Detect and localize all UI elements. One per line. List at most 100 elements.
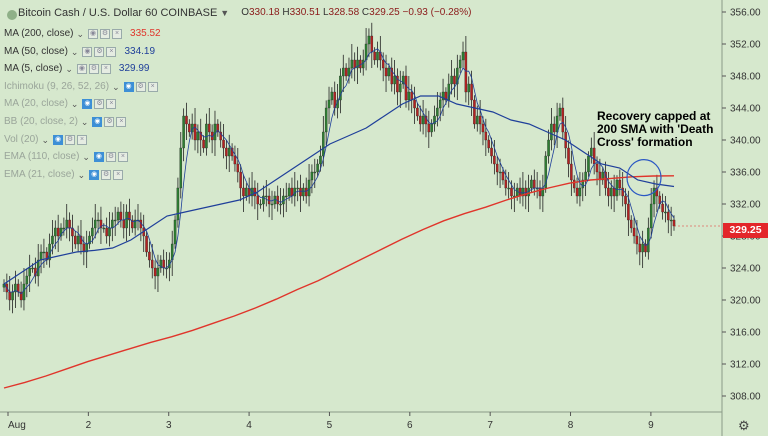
settings-icon[interactable]: ⚙ (88, 64, 99, 75)
indicator-row[interactable]: MA (200, close) ⌄ ◉ ⚙ × 335.52 (4, 27, 161, 41)
remove-icon[interactable]: × (113, 169, 124, 180)
visibility-icon[interactable]: ◉ (93, 152, 104, 163)
chevron-down-icon[interactable]: ⌄ (70, 99, 79, 110)
visibility-icon[interactable]: ◉ (53, 134, 64, 145)
indicator-row[interactable]: EMA (21, close) ⌄ ◉ ⚙ × (4, 168, 125, 182)
candle-body (401, 75, 405, 85)
candle-body (93, 219, 97, 229)
candle-body (265, 195, 268, 198)
close-value: 329.25 (369, 7, 400, 18)
chevron-down-icon[interactable]: ⌄ (65, 64, 73, 75)
candle-body (88, 235, 91, 245)
remove-icon[interactable]: × (100, 64, 111, 75)
remove-icon[interactable]: × (117, 152, 128, 163)
candle-body (672, 219, 676, 227)
candle-body (287, 187, 291, 197)
candle-body (151, 259, 154, 269)
settings-icon[interactable]: ⚙ (65, 134, 76, 145)
price-axis-panel (722, 0, 768, 436)
ma50-line (3, 95, 675, 285)
candle-body (242, 187, 245, 197)
candle-body (607, 187, 610, 197)
chevron-down-icon[interactable]: ▼ (220, 8, 230, 18)
candle-body (307, 179, 311, 197)
ma200-line (3, 175, 675, 389)
chevron-down-icon[interactable]: ⌄ (41, 134, 50, 145)
chevron-down-icon[interactable]: ⌄ (82, 152, 90, 163)
low-value: 328.58 (328, 7, 360, 18)
indicator-row[interactable]: Ichimoku (9, 26, 52, 26) ⌄ ◉ ⚙ × (4, 80, 160, 94)
candle-body (493, 155, 496, 165)
remove-icon[interactable]: × (77, 134, 88, 145)
candle-body (416, 107, 419, 117)
candle-body (501, 171, 505, 181)
indicator-row[interactable]: MA (5, close) ⌄ ◉ ⚙ × 329.99 (4, 62, 150, 76)
x-tick-label: 2 (86, 420, 92, 431)
candle-body (521, 187, 525, 197)
candle-body (239, 171, 242, 189)
candle-body (615, 179, 619, 197)
indicator-row[interactable]: EMA (110, close) ⌄ ◉ ⚙ × (4, 150, 130, 164)
candle-body (179, 147, 183, 189)
visibility-icon[interactable]: ◉ (89, 169, 100, 180)
candle-body (173, 219, 177, 245)
candle-body (458, 59, 462, 69)
candle-body (59, 227, 63, 237)
symbol-title[interactable]: Bitcoin Cash / U.S. Dollar 60 COINBASE (18, 7, 218, 19)
candle-body (8, 291, 11, 301)
indicator-row[interactable]: MA (50, close) ⌄ ◉ ⚙ × 334.19 (4, 45, 155, 59)
indicator-label: EMA (110, close) (4, 151, 80, 163)
visibility-icon[interactable]: ◉ (123, 81, 134, 92)
candle-body (39, 251, 43, 261)
chevron-down-icon[interactable]: ⌄ (76, 29, 85, 39)
remove-icon[interactable]: × (106, 46, 117, 57)
candle-body (91, 227, 94, 237)
candle-body (604, 171, 607, 189)
candle-body (302, 187, 305, 197)
candle-body (108, 227, 111, 237)
candle-body (410, 91, 413, 101)
candle-body (598, 171, 602, 181)
settings-icon[interactable]: ⚙ (94, 46, 105, 57)
candle-body (28, 267, 31, 277)
visibility-icon[interactable]: ◉ (88, 29, 99, 39)
settings-icon[interactable]: ⚙ (105, 152, 116, 163)
y-tick-label: 324.00 (730, 264, 761, 275)
indicator-row[interactable]: BB (20, close, 2) ⌄ ◉ ⚙ × (4, 115, 128, 129)
chevron-down-icon[interactable]: ⌄ (70, 46, 79, 57)
candle-body (632, 227, 636, 237)
candle-body (456, 67, 459, 85)
candle-body (116, 211, 120, 221)
candle-body (299, 187, 302, 197)
remove-icon[interactable]: × (106, 99, 117, 110)
settings-icon[interactable]: ⚙ (101, 169, 112, 180)
indicator-row[interactable]: MA (20, close) ⌄ ◉ ⚙ × (4, 97, 118, 111)
remove-icon[interactable]: × (116, 117, 127, 127)
visibility-icon[interactable]: ◉ (76, 64, 87, 75)
chevron-down-icon[interactable]: ⌄ (77, 169, 86, 180)
remove-icon[interactable]: × (147, 81, 158, 92)
candle-body (638, 243, 642, 253)
visibility-icon[interactable]: ◉ (92, 117, 103, 127)
candle-body (647, 227, 650, 253)
settings-icon[interactable]: ⚙ (135, 81, 146, 92)
gear-icon[interactable]: ⚙ (738, 418, 750, 433)
settings-icon[interactable]: ⚙ (104, 117, 115, 127)
settings-icon[interactable]: ⚙ (94, 99, 105, 110)
visibility-icon[interactable]: ◉ (82, 99, 93, 110)
change-value: −0.93 (−0.28%) (402, 7, 472, 18)
indicator-row[interactable]: Vol (20) ⌄ ◉ ⚙ × (4, 133, 89, 147)
candle-body (441, 91, 445, 101)
candle-body (148, 251, 151, 261)
candle-body (547, 139, 550, 157)
visibility-icon[interactable]: ◉ (82, 46, 93, 57)
chevron-down-icon[interactable]: ⌄ (80, 117, 89, 127)
remove-icon[interactable]: × (112, 29, 123, 39)
candle-body (65, 219, 68, 229)
candle-body (572, 179, 576, 189)
chevron-down-icon[interactable]: ⌄ (112, 81, 120, 92)
candle-body (245, 187, 248, 197)
candle-body (581, 179, 585, 189)
settings-icon[interactable]: ⚙ (100, 29, 111, 39)
